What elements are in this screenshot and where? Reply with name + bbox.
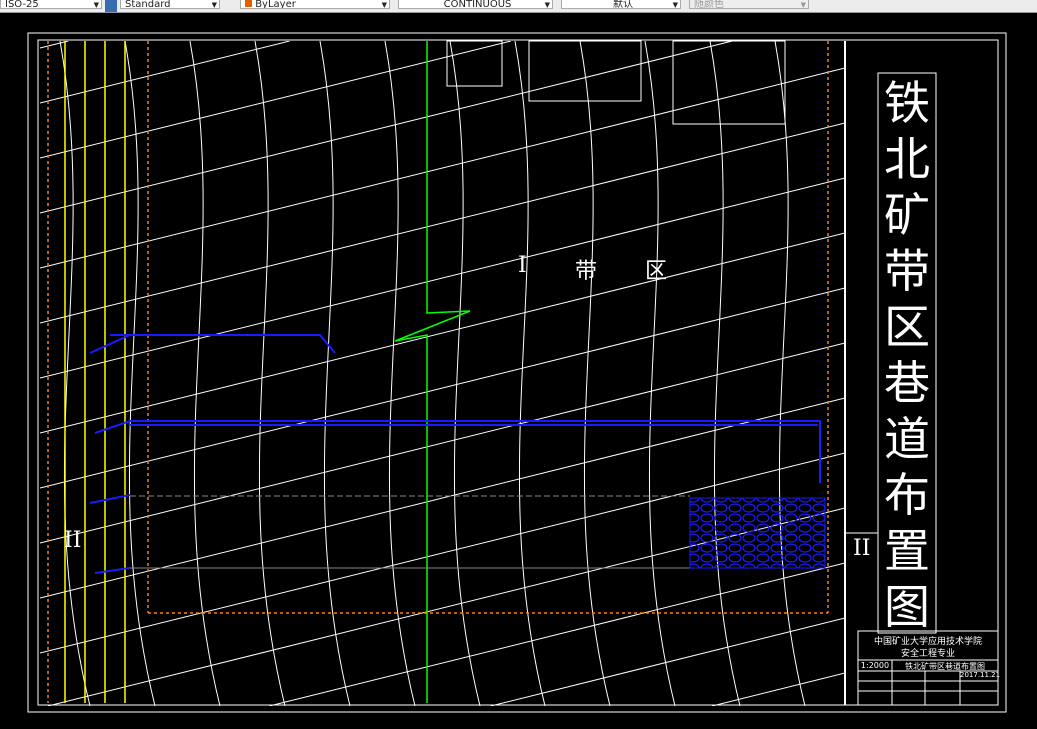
zone-label-2: 带	[575, 259, 598, 284]
linetype-value: CONTINUOUS	[443, 0, 512, 9]
major-name: 安全工程专业	[900, 649, 955, 659]
title-char: 道	[884, 412, 930, 466]
contour-line	[40, 41, 290, 104]
chevron-down-icon: ▼	[381, 1, 387, 9]
contour-line	[40, 452, 845, 654]
title-char: 图	[884, 580, 930, 634]
inner-border	[37, 39, 999, 706]
contour-line	[40, 177, 845, 379]
fault-line	[394, 41, 471, 703]
contour-line	[189, 41, 221, 706]
plotstyle-dropdown[interactable]: 随颜色 ▼	[689, 0, 809, 9]
contour-line	[59, 41, 91, 706]
zone-label-1: I	[518, 253, 527, 278]
title-block	[857, 630, 999, 706]
title-char: 巷	[884, 356, 930, 410]
title-char: 铁	[884, 76, 930, 130]
contour-line	[490, 617, 845, 706]
contour-line	[40, 67, 845, 269]
contour-line	[269, 562, 845, 706]
color-swatch-icon	[245, 0, 252, 7]
chevron-down-icon: ▼	[672, 1, 678, 9]
textstyle-dropdown[interactable]: Standard ▼	[120, 0, 220, 9]
date-value: 2017.11.21	[960, 671, 1001, 679]
textstyle-value: Standard	[125, 0, 171, 9]
chevron-down-icon: ▼	[544, 1, 550, 9]
drawing-canvas[interactable]: I 带 区 II II 铁北矿带区巷道布置图 中国矿业大学应用技术学院 安全工程…	[0, 13, 1037, 729]
legend-tables	[446, 40, 786, 125]
contour-line	[319, 41, 351, 706]
color-value: ByLayer	[255, 0, 296, 9]
contour-line	[40, 41, 512, 159]
contour-line	[384, 41, 416, 706]
title-char: 区	[884, 300, 930, 354]
chevron-down-icon: ▼	[93, 1, 99, 9]
contour-grid	[40, 41, 845, 706]
mining-boundary	[47, 41, 829, 703]
contour-line	[644, 41, 676, 706]
toolbar: ISO-25 ▼ Standard ▼ ByLayer ▼ CONTINUOUS ▼ 默…	[0, 0, 1037, 13]
shaft-lines	[64, 41, 126, 703]
goaf-hatch	[689, 497, 826, 569]
dimstyle-value: ISO-25	[5, 0, 39, 9]
contour-line	[40, 41, 69, 49]
lineweight-value: 默认	[613, 0, 633, 9]
lineweight-dropdown[interactable]: 默认 ▼	[561, 0, 681, 9]
color-dropdown[interactable]: ByLayer ▼	[240, 0, 390, 9]
contour-line	[254, 41, 286, 706]
drawing-name: 铁北矿带区巷道布置图	[905, 662, 985, 671]
title-char: 带	[884, 244, 930, 298]
school-name: 中国矿业大学应用技术学院	[873, 637, 982, 647]
title-char: 置	[884, 524, 930, 578]
chevron-down-icon: ▼	[211, 1, 217, 9]
outer-border	[27, 32, 1007, 713]
section-marker-right: II	[853, 536, 871, 561]
section-marker-left: II	[64, 528, 82, 553]
contour-line	[709, 41, 741, 706]
contour-line	[40, 287, 845, 489]
contour-line	[124, 41, 156, 706]
title-char: 北	[884, 132, 930, 186]
chevron-down-icon: ▼	[800, 1, 806, 9]
zone-label-3: 区	[645, 259, 668, 284]
plotstyle-value: 随颜色	[694, 0, 724, 9]
contour-line	[40, 397, 845, 599]
contour-line	[40, 232, 845, 434]
title-char: 布	[884, 468, 930, 522]
contour-line	[579, 41, 611, 706]
contour-line	[40, 41, 733, 214]
title-char: 矿	[884, 188, 930, 242]
contour-line	[449, 41, 481, 706]
roadways	[89, 334, 821, 574]
contour-line	[514, 41, 546, 706]
dimstyle-dropdown[interactable]: ISO-25 ▼	[0, 0, 102, 9]
scale-value: 1:2000	[860, 661, 890, 670]
contour-line	[712, 672, 845, 706]
textstyle-icon	[105, 0, 117, 12]
contour-line	[40, 342, 845, 544]
contour-line	[40, 122, 845, 324]
linetype-dropdown[interactable]: CONTINUOUS ▼	[398, 0, 553, 9]
title-box	[877, 72, 937, 634]
contour-line	[774, 41, 806, 706]
drawing-svg	[27, 32, 1007, 713]
